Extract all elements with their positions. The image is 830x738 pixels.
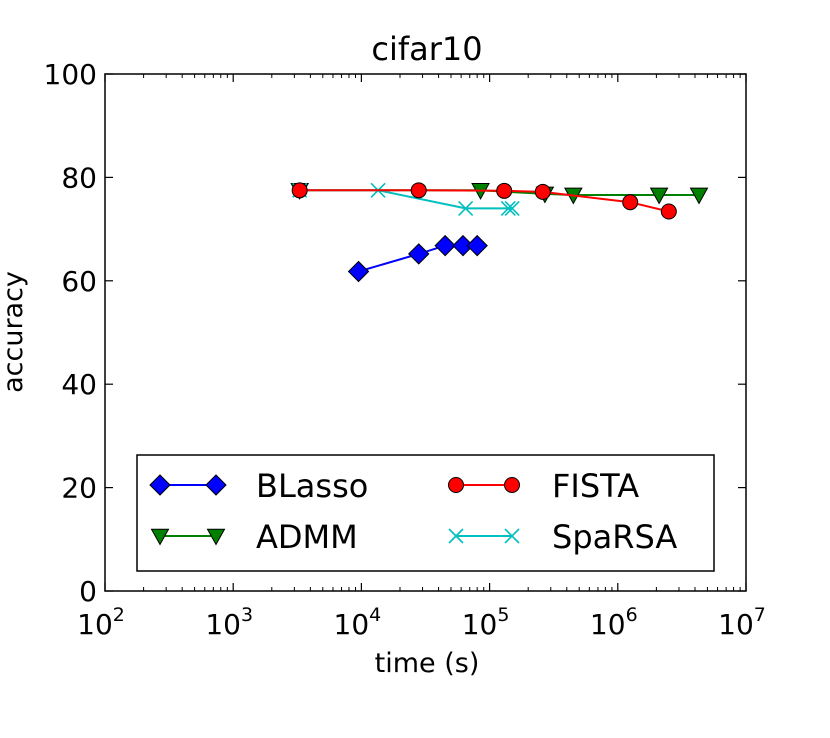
data-point bbox=[496, 182, 513, 199]
x-tick-exponent: 7 bbox=[754, 604, 766, 626]
y-axis-label: accuracy bbox=[0, 271, 29, 393]
data-point bbox=[622, 194, 639, 211]
x-tick-exponent: 6 bbox=[626, 604, 638, 626]
y-tick-label: 40 bbox=[61, 368, 97, 401]
legend-entry-fista: FISTA bbox=[448, 467, 639, 505]
data-point bbox=[347, 260, 370, 283]
x-tick-exponent: 2 bbox=[113, 604, 125, 626]
legend-label: ADMM bbox=[256, 518, 358, 556]
data-point bbox=[660, 203, 677, 220]
legend-marker bbox=[205, 474, 227, 496]
legend-entry-sparsa: SpaRSA bbox=[448, 518, 677, 556]
x-tick-base: 10 bbox=[334, 608, 370, 641]
legend-label: BLasso bbox=[256, 467, 368, 505]
series-layer bbox=[290, 182, 709, 283]
legend-marker bbox=[149, 474, 171, 496]
data-point bbox=[410, 182, 427, 199]
data-point bbox=[504, 200, 520, 216]
legend-entry-blasso: BLasso bbox=[149, 467, 368, 505]
x-tick-label: 105 bbox=[462, 604, 510, 641]
x-tick-base: 10 bbox=[590, 608, 626, 641]
y-tick-label: 100 bbox=[44, 58, 97, 91]
x-tick-exponent: 3 bbox=[241, 604, 253, 626]
y-tick-label: 0 bbox=[79, 575, 97, 608]
x-tick-base: 10 bbox=[77, 608, 113, 641]
data-point bbox=[534, 183, 551, 200]
data-point bbox=[434, 234, 456, 257]
legend-marker bbox=[448, 528, 464, 544]
legend-marker bbox=[448, 477, 464, 493]
series-blasso bbox=[347, 234, 488, 283]
x-tick-labels: 102 103 104 105 106 107 bbox=[77, 604, 766, 641]
data-point bbox=[291, 182, 308, 199]
x-tick-base: 10 bbox=[462, 608, 498, 641]
data-point bbox=[689, 187, 709, 205]
x-tick-label: 104 bbox=[334, 604, 382, 641]
y-tick-label: 60 bbox=[61, 265, 97, 298]
x-tick-exponent: 5 bbox=[497, 604, 509, 626]
x-tick-base: 10 bbox=[205, 608, 241, 641]
data-point bbox=[408, 243, 430, 265]
legend-marker bbox=[504, 477, 520, 493]
legend: BLasso ADMM FISTA SpaRSA bbox=[136, 454, 715, 572]
legend-marker bbox=[206, 528, 226, 546]
data-point bbox=[500, 200, 516, 216]
chart-title: cifar10 bbox=[371, 30, 482, 68]
data-point bbox=[458, 200, 474, 216]
x-tick-label: 102 bbox=[77, 604, 125, 641]
y-tick-label: 20 bbox=[61, 472, 97, 505]
legend-box bbox=[136, 454, 715, 572]
y-tick-labels: 0 20 40 60 80 100 bbox=[44, 58, 97, 608]
data-point bbox=[466, 234, 488, 257]
legend-label: SpaRSA bbox=[552, 518, 677, 556]
legend-marker bbox=[504, 528, 520, 544]
data-point bbox=[649, 187, 669, 205]
x-tick-base: 10 bbox=[718, 608, 754, 641]
plot-frame bbox=[104, 73, 747, 592]
legend-marker bbox=[150, 528, 170, 546]
data-point bbox=[452, 234, 474, 257]
x-tick-exponent: 4 bbox=[369, 604, 381, 626]
x-tick-label: 106 bbox=[590, 604, 638, 641]
series-fista bbox=[291, 182, 677, 220]
x-axis-label: time (s) bbox=[375, 648, 480, 679]
x-tick-label: 103 bbox=[205, 604, 253, 641]
y-tick-label: 80 bbox=[61, 161, 97, 194]
legend-entry-admm: ADMM bbox=[150, 518, 358, 556]
x-tick-label: 107 bbox=[718, 604, 766, 641]
legend-label: FISTA bbox=[552, 467, 639, 505]
